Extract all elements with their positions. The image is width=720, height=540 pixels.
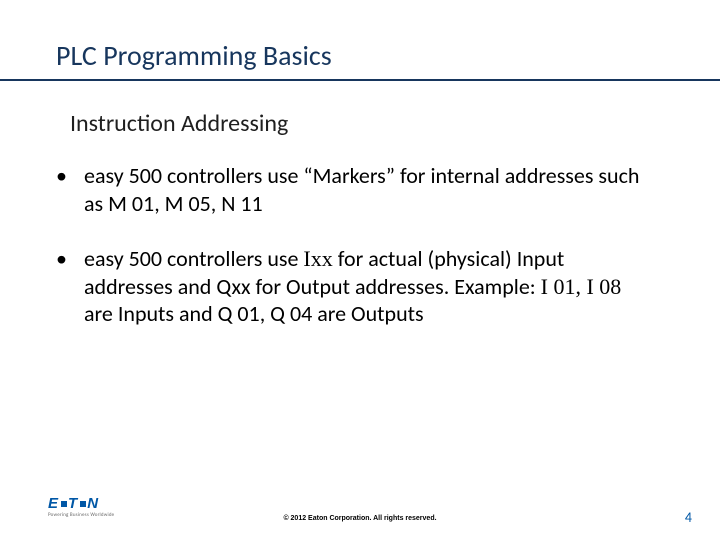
footer: ETN Powering Business Worldwide © 2012 E… [0, 480, 720, 540]
bullet-text-special: Ixx [303, 246, 332, 271]
copyright-text: © 2012 Eaton Corporation. All rights res… [0, 515, 720, 522]
slide-subtitle: Instruction Addressing [70, 109, 720, 138]
title-rule [0, 79, 720, 81]
bullet-list: easy 500 controllers use “Markers” for i… [34, 162, 720, 328]
dot-icon [61, 501, 67, 507]
bullet-text: easy 500 controllers use [84, 245, 303, 272]
bullet-text: easy 500 controllers use “Markers” for i… [84, 162, 639, 217]
logo-char: N [87, 495, 100, 512]
page-number: 4 [685, 509, 692, 526]
logo-wordmark: ETN [48, 495, 100, 512]
bullet-text-special: I 01, I 08 [541, 274, 622, 299]
list-item: easy 500 controllers use Ixx for actual … [34, 245, 650, 328]
list-item: easy 500 controllers use “Markers” for i… [34, 162, 650, 217]
slide-title: PLC Programming Basics [56, 38, 720, 73]
bullet-text: are Inputs and Q 01, Q 04 are Outputs [84, 300, 424, 327]
slide: PLC Programming Basics Instruction Addre… [0, 0, 720, 540]
title-region: PLC Programming Basics [0, 0, 720, 73]
dot-icon [80, 501, 86, 507]
logo-char: T [68, 495, 79, 512]
logo-char: E [48, 495, 60, 512]
